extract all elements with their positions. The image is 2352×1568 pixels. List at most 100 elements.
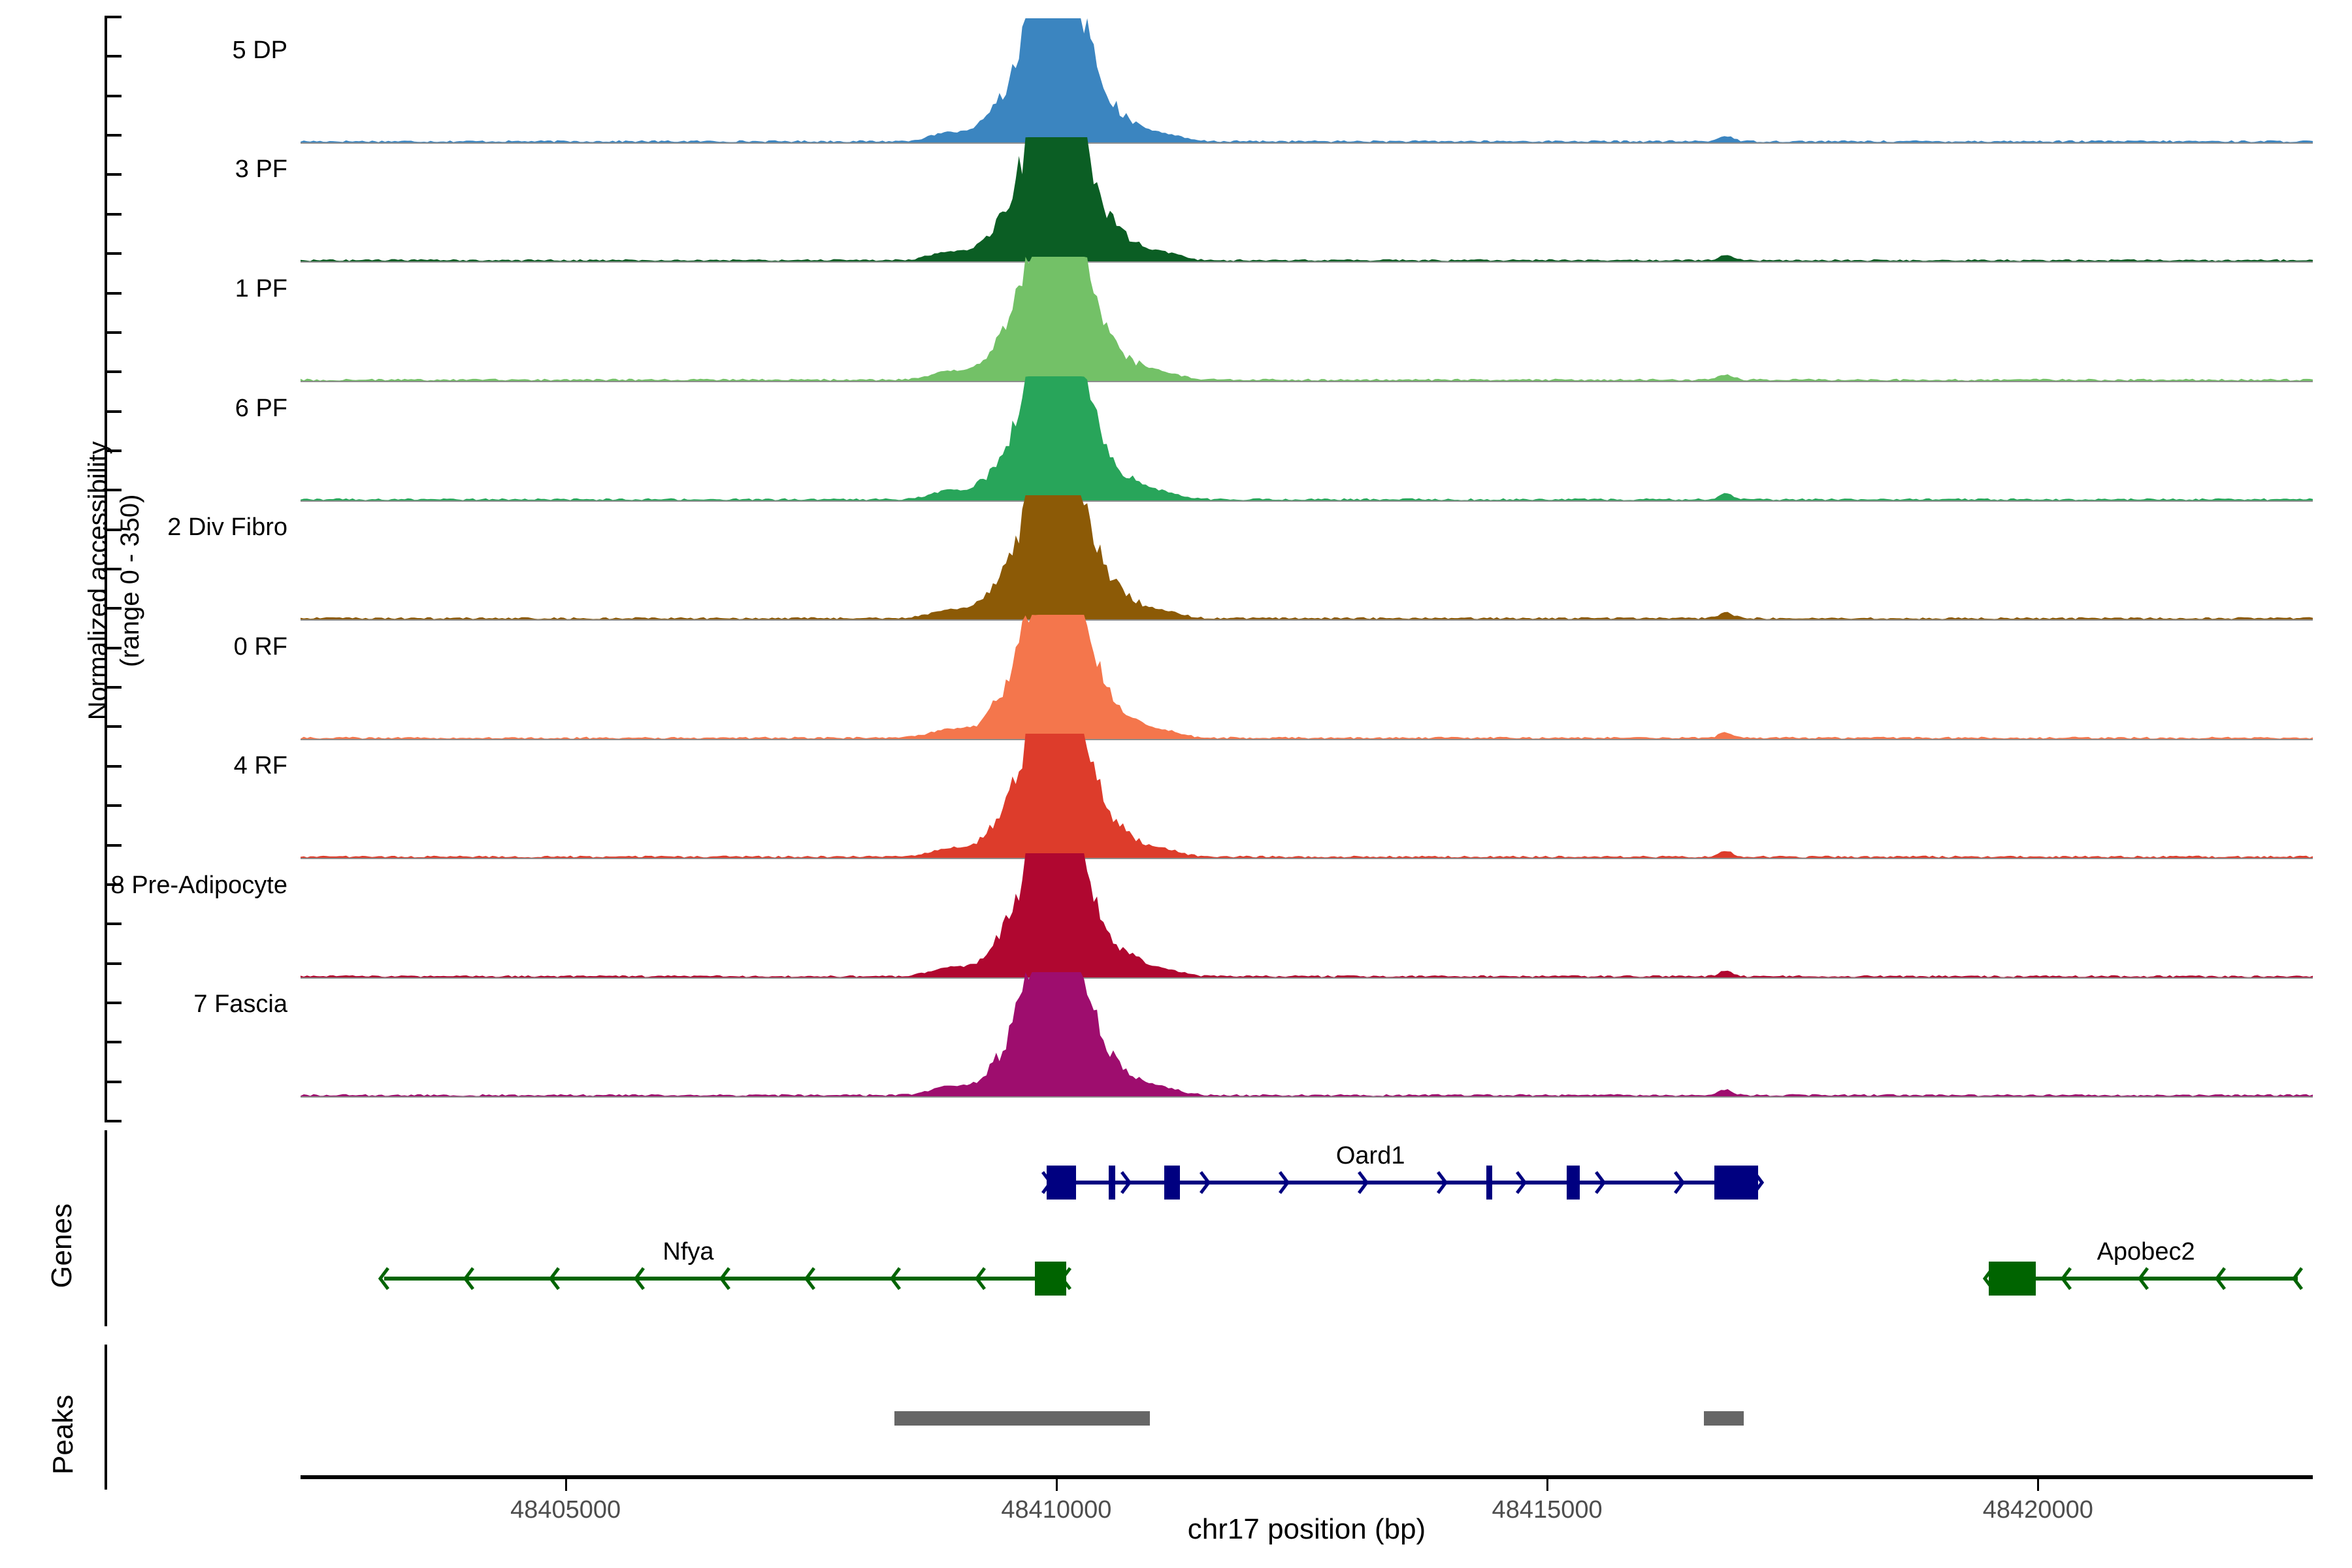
track-label: 8 Pre-Adipocyte (110, 872, 287, 899)
signal-axis-tick (105, 134, 122, 137)
signal-axis-tick (105, 962, 122, 965)
gene-exon (1034, 1262, 1066, 1296)
signal-axis-tick (105, 646, 122, 649)
x-axis-tick-label: 48410000 (1001, 1496, 1112, 1524)
signal-axis-tick (105, 528, 122, 531)
track-label: 4 RF (233, 752, 287, 779)
gene-strand-arrow (804, 1267, 816, 1290)
signal-axis-tick (105, 725, 122, 728)
x-axis-tick (1546, 1479, 1549, 1491)
gene-strand-arrow (975, 1267, 987, 1290)
signal-axis-tick (105, 764, 122, 768)
x-axis-tick-label: 48415000 (1492, 1496, 1603, 1524)
gene-strand-arrow (1516, 1171, 1527, 1194)
track-signal-area (301, 615, 2313, 739)
gene-strand-arrow (1595, 1171, 1607, 1194)
track-baseline (301, 858, 2313, 859)
gene-strand-arrow (1357, 1171, 1369, 1194)
gene-strand-arrow (1437, 1171, 1448, 1194)
gene-exon (1567, 1166, 1580, 1200)
gene-exon (1989, 1262, 2036, 1296)
track-label: 5 DP (232, 37, 287, 64)
genes-axis-rail (105, 1130, 107, 1326)
signal-axis-tick (105, 16, 122, 18)
signal-axis-tick (105, 252, 122, 255)
track-label: 6 PF (235, 395, 287, 422)
x-axis-tick (1055, 1479, 1058, 1491)
signal-axis-tick (105, 173, 122, 176)
track-baseline (301, 261, 2313, 263)
track-signal-area (301, 137, 2313, 261)
signal-axis-tick (105, 804, 122, 808)
signal-axis-tick (105, 1041, 122, 1044)
gene-strand-arrow (463, 1267, 475, 1290)
gene-backbone (384, 1277, 1066, 1281)
peaks-axis-title: Peaks (47, 1394, 80, 1475)
peak-bar (1704, 1411, 1744, 1426)
gene-label-nfya: Nfya (662, 1238, 714, 1266)
gene-exon (1108, 1166, 1116, 1200)
gene-backbone (1989, 1277, 2298, 1281)
signal-axis-tick (105, 1080, 122, 1083)
peaks-axis-rail (105, 1345, 107, 1490)
signal-axis-tick (105, 55, 122, 58)
gene-exon (1164, 1166, 1181, 1200)
gene-strand-arrow (2292, 1267, 2304, 1290)
track-signal-area (301, 18, 2313, 142)
track-baseline (301, 500, 2313, 502)
signal-axis-tick (105, 607, 122, 610)
signal-axis-tick (105, 883, 122, 886)
gene-strand-arrow (548, 1267, 560, 1290)
gene-strand-arrow (634, 1267, 645, 1290)
track-signal-area (301, 853, 2313, 977)
signal-axis-tick (105, 291, 122, 295)
x-axis-tick (2037, 1479, 2040, 1491)
track-signal-area (301, 257, 2313, 381)
gene-strand-arrow (889, 1267, 901, 1290)
gene-strand-arrow (1120, 1171, 1132, 1194)
track-baseline (301, 1096, 2313, 1098)
track-label: 0 RF (233, 633, 287, 661)
peak-bar (894, 1411, 1150, 1426)
track-baseline (301, 619, 2313, 621)
track-baseline (301, 142, 2313, 144)
signal-axis-tick (105, 489, 122, 492)
signal-axis-tick (105, 843, 122, 847)
track-baseline (301, 977, 2313, 979)
signal-axis-tick (105, 212, 122, 216)
x-axis-tick-label: 48405000 (510, 1496, 621, 1524)
y-axis-title: Normalized accessibility (range 0 - 350) (84, 441, 144, 721)
track-label: 7 Fascia (193, 990, 287, 1018)
signal-axis-tick (105, 1001, 122, 1004)
signal-axis-tick (105, 1120, 122, 1122)
gene-strand-arrow (1278, 1171, 1290, 1194)
x-axis-line (301, 1475, 2313, 1479)
track-label: 2 Div Fibro (167, 514, 287, 541)
signal-axis-tick (105, 370, 122, 374)
gene-backbone (1046, 1181, 1759, 1184)
gene-strand-arrow (1674, 1171, 1686, 1194)
gene-strand-arrow (2215, 1267, 2227, 1290)
gene-strand-arrow (1199, 1171, 1211, 1194)
gene-label-apobec2: Apobec2 (2097, 1238, 2195, 1266)
signal-axis-tick (105, 568, 122, 570)
signal-axis-tick (105, 410, 122, 413)
signal-axis-tick (105, 686, 122, 689)
track-label: 3 PF (235, 155, 287, 183)
gene-label-oard1: Oard1 (1335, 1142, 1405, 1169)
gene-strand-arrow (2060, 1267, 2072, 1290)
track-label: 1 PF (235, 275, 287, 302)
track-baseline (301, 739, 2313, 740)
x-axis-title: chr17 position (bp) (1187, 1513, 1426, 1545)
signal-axis-tick (105, 923, 122, 926)
track-signal-area (301, 734, 2313, 858)
gene-exon (1714, 1166, 1759, 1200)
gene-strand-arrow (2137, 1267, 2149, 1290)
signal-axis-tick (105, 449, 122, 452)
signal-axis-tick (105, 94, 122, 97)
track-baseline (301, 381, 2313, 382)
genes-axis-title: Genes (46, 1203, 78, 1288)
track-signal-area (301, 495, 2313, 619)
track-signal-area (301, 972, 2313, 1096)
